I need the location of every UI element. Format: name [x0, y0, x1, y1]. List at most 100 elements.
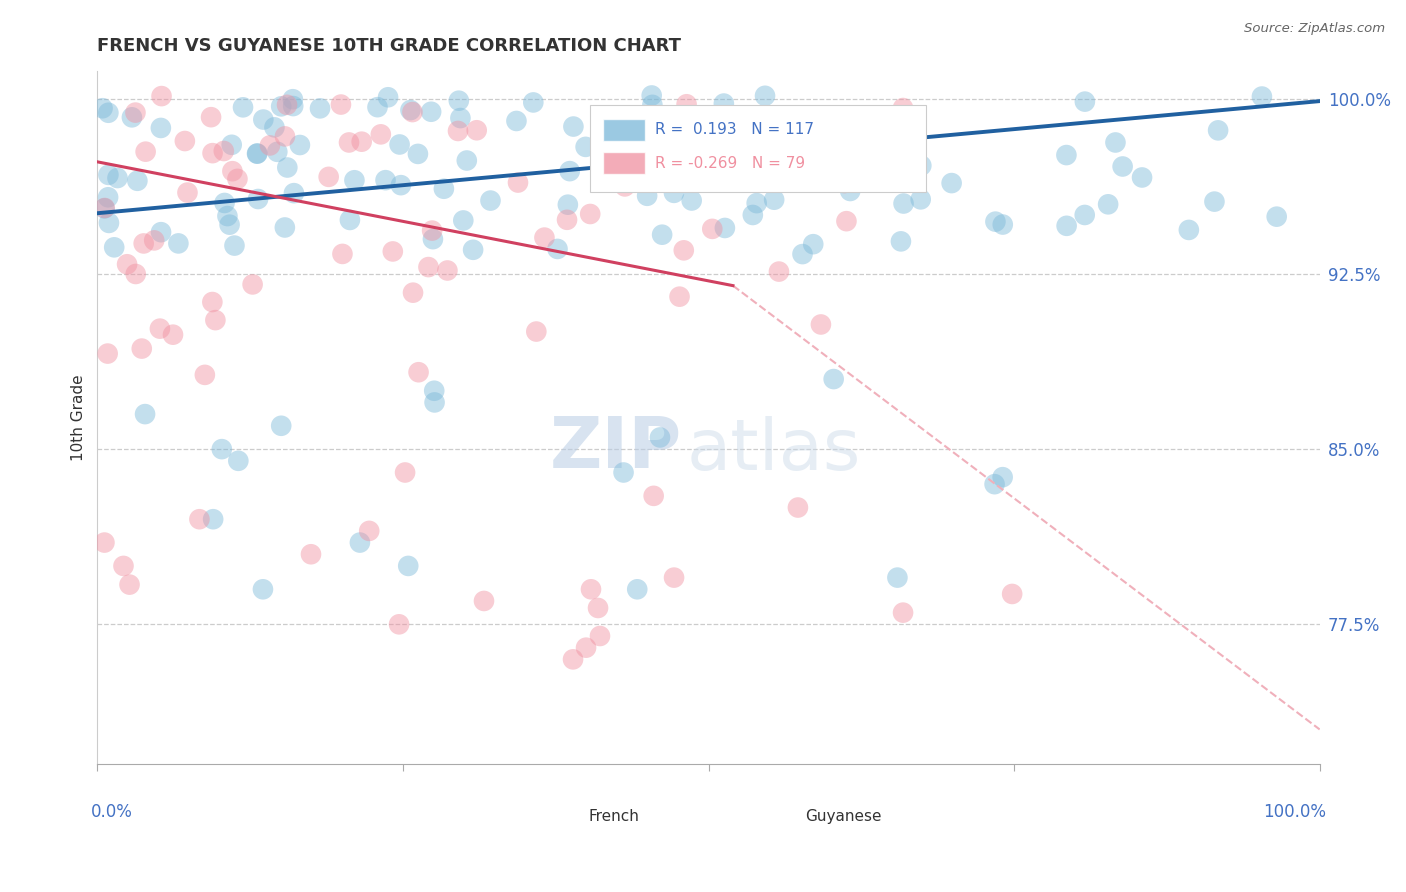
- Point: [910, 159, 932, 173]
- Point: [787, 500, 810, 515]
- Point: [1178, 223, 1201, 237]
- Point: [270, 99, 292, 113]
- Point: [727, 117, 749, 131]
- Point: [127, 174, 149, 188]
- Point: [396, 558, 419, 573]
- Text: Source: ZipAtlas.com: Source: ZipAtlas.com: [1244, 22, 1385, 36]
- Point: [274, 220, 297, 235]
- Point: [741, 146, 763, 161]
- Point: [162, 327, 184, 342]
- Point: [337, 136, 360, 150]
- Point: [149, 321, 172, 335]
- Point: [246, 146, 269, 161]
- Point: [211, 442, 233, 457]
- Point: [276, 161, 298, 175]
- Point: [575, 140, 598, 154]
- Point: [558, 164, 581, 178]
- Point: [823, 372, 845, 386]
- Point: [433, 182, 456, 196]
- Point: [505, 114, 527, 128]
- Point: [557, 197, 579, 211]
- Point: [651, 227, 673, 242]
- Point: [984, 214, 1007, 228]
- Point: [745, 196, 768, 211]
- Point: [1265, 210, 1288, 224]
- Point: [283, 99, 305, 113]
- Point: [288, 138, 311, 153]
- Text: Guyanese: Guyanese: [806, 809, 882, 824]
- Point: [188, 512, 211, 526]
- Point: [204, 313, 226, 327]
- Point: [422, 232, 444, 246]
- Point: [1054, 148, 1077, 162]
- Y-axis label: 10th Grade: 10th Grade: [72, 375, 86, 461]
- FancyBboxPatch shape: [591, 105, 927, 192]
- Point: [388, 617, 411, 632]
- Point: [281, 92, 304, 106]
- Point: [167, 236, 190, 251]
- Point: [643, 489, 665, 503]
- Point: [93, 535, 115, 549]
- Point: [366, 100, 388, 114]
- Point: [681, 194, 703, 208]
- Point: [350, 135, 373, 149]
- Point: [456, 153, 478, 168]
- Point: [221, 137, 243, 152]
- Point: [399, 103, 422, 117]
- Point: [221, 164, 243, 178]
- Point: [252, 112, 274, 127]
- Point: [702, 222, 724, 236]
- Point: [636, 189, 658, 203]
- Point: [299, 547, 322, 561]
- Point: [522, 95, 544, 110]
- Point: [886, 571, 908, 585]
- Point: [436, 263, 458, 277]
- Point: [648, 430, 671, 444]
- Text: 100.0%: 100.0%: [1263, 803, 1326, 821]
- Point: [1056, 219, 1078, 233]
- Point: [246, 146, 269, 161]
- Point: [810, 318, 832, 332]
- Point: [647, 116, 669, 130]
- Point: [242, 277, 264, 292]
- Point: [1111, 160, 1133, 174]
- Point: [402, 285, 425, 300]
- Point: [214, 196, 236, 211]
- Point: [107, 171, 129, 186]
- Point: [423, 384, 446, 398]
- Point: [768, 264, 790, 278]
- Point: [626, 582, 648, 597]
- Point: [374, 173, 396, 187]
- Point: [247, 192, 270, 206]
- Text: atlas: atlas: [686, 417, 860, 485]
- Point: [143, 233, 166, 247]
- Point: [270, 418, 292, 433]
- Point: [309, 101, 332, 115]
- Point: [579, 207, 602, 221]
- Point: [401, 105, 423, 120]
- Point: [679, 116, 702, 130]
- Point: [641, 98, 664, 112]
- Point: [201, 295, 224, 310]
- Point: [318, 169, 340, 184]
- Point: [738, 136, 761, 150]
- Point: [118, 577, 141, 591]
- Point: [283, 186, 305, 201]
- Point: [97, 346, 120, 360]
- Point: [406, 147, 429, 161]
- Point: [201, 146, 224, 161]
- Point: [124, 105, 146, 120]
- Point: [125, 267, 148, 281]
- Point: [212, 144, 235, 158]
- Point: [420, 224, 443, 238]
- Point: [941, 176, 963, 190]
- Point: [93, 202, 115, 216]
- Point: [252, 582, 274, 597]
- Point: [1130, 170, 1153, 185]
- Point: [218, 218, 240, 232]
- Point: [115, 257, 138, 271]
- Point: [891, 606, 914, 620]
- Point: [150, 89, 173, 103]
- Point: [910, 192, 932, 206]
- Point: [389, 178, 412, 193]
